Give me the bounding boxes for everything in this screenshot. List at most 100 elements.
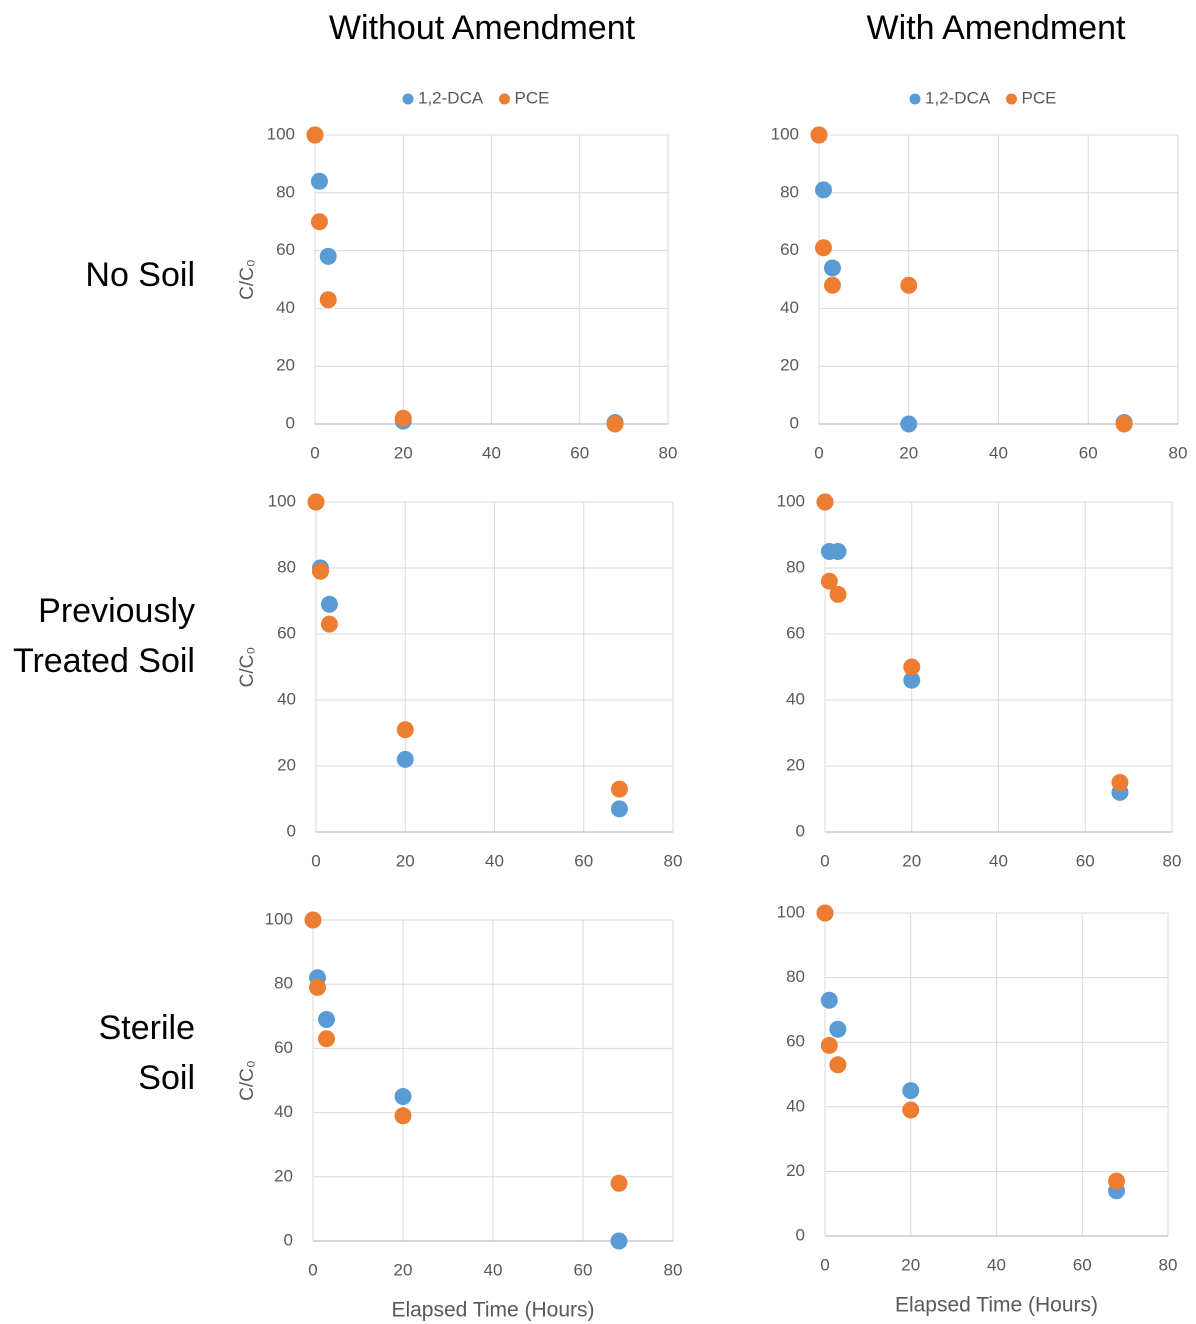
- row-label: Sterile: [99, 1009, 195, 1047]
- marker: [310, 172, 328, 190]
- x-tick-label: 40: [987, 1255, 1006, 1274]
- marker: [396, 750, 414, 768]
- y-tick-label: 0: [286, 413, 295, 432]
- y-tick-label: 100: [267, 124, 295, 143]
- row-label: Soil: [138, 1059, 195, 1097]
- marker: [900, 276, 918, 294]
- y-tick-label: 60: [274, 1038, 293, 1057]
- x-tick-label: 40: [484, 1260, 503, 1279]
- marker: [829, 543, 847, 560]
- x-axis-label: Elapsed Time (Hours): [895, 1294, 1098, 1317]
- y-tick-label: 0: [287, 821, 296, 840]
- row-label: Previously: [38, 592, 195, 630]
- legend-label: PCE: [515, 88, 550, 107]
- marker: [610, 780, 628, 798]
- x-tick-label: 80: [664, 1260, 683, 1279]
- marker: [394, 409, 412, 427]
- x-tick-label: 0: [311, 851, 320, 870]
- marker: [816, 493, 834, 511]
- y-tick-label: 20: [786, 755, 805, 774]
- marker: [814, 181, 832, 199]
- marker: [810, 126, 828, 144]
- marker: [1115, 415, 1133, 433]
- y-axis-label: C/C₀: [237, 647, 258, 688]
- marker: [394, 1107, 412, 1125]
- y-tick-label: 60: [277, 623, 296, 642]
- marker: [396, 721, 414, 739]
- marker: [310, 213, 328, 231]
- marker: [820, 1036, 838, 1054]
- marker: [829, 1020, 847, 1038]
- column-title: With Amendment: [867, 9, 1126, 47]
- marker: [307, 493, 325, 511]
- x-tick-label: 20: [901, 1255, 920, 1274]
- y-tick-label: 80: [786, 557, 805, 576]
- y-tick-label: 60: [780, 240, 799, 259]
- x-tick-label: 0: [308, 1260, 317, 1279]
- x-tick-label: 0: [310, 443, 319, 462]
- x-tick-label: 20: [394, 443, 413, 462]
- y-tick-label: 100: [771, 124, 799, 143]
- y-tick-label: 20: [780, 356, 799, 375]
- marker: [318, 1011, 335, 1029]
- y-tick-label: 40: [780, 298, 799, 317]
- marker: [814, 239, 832, 257]
- x-tick-label: 40: [485, 851, 504, 870]
- x-tick-label: 60: [574, 1260, 593, 1279]
- column-title: Without Amendment: [329, 9, 636, 47]
- marker: [816, 904, 834, 922]
- x-tick-label: 20: [394, 1260, 413, 1279]
- marker: [829, 1056, 847, 1074]
- legend-label: 1,2-DCA: [418, 88, 484, 107]
- marker: [610, 1174, 628, 1192]
- y-tick-label: 80: [780, 182, 799, 201]
- row-label: No Soil: [85, 256, 195, 294]
- y-tick-label: 100: [777, 491, 805, 510]
- y-tick-label: 80: [274, 974, 293, 993]
- legend-marker: [499, 93, 510, 105]
- marker: [610, 1232, 628, 1250]
- y-tick-label: 0: [796, 821, 805, 840]
- marker: [320, 595, 338, 613]
- y-tick-label: 20: [276, 356, 295, 375]
- y-tick-label: 0: [796, 1225, 805, 1244]
- x-tick-label: 0: [820, 851, 829, 870]
- marker: [902, 1101, 920, 1119]
- y-tick-label: 60: [786, 623, 805, 642]
- marker: [610, 800, 628, 818]
- marker: [903, 671, 921, 689]
- marker: [304, 911, 322, 929]
- y-tick-label: 100: [265, 909, 293, 928]
- legend-label: 1,2-DCA: [925, 88, 991, 107]
- marker: [820, 991, 838, 1009]
- marker: [319, 247, 337, 265]
- marker: [903, 658, 921, 676]
- row-label: Treated Soil: [13, 642, 195, 680]
- y-axis-label: C/C₀: [237, 1060, 258, 1101]
- y-tick-label: 20: [786, 1161, 805, 1180]
- y-tick-label: 80: [277, 557, 296, 576]
- y-tick-label: 40: [274, 1102, 293, 1121]
- marker: [319, 291, 337, 309]
- marker: [320, 615, 338, 633]
- x-tick-label: 0: [814, 443, 823, 462]
- y-tick-label: 20: [277, 755, 296, 774]
- legend-label: PCE: [1022, 88, 1057, 107]
- y-tick-label: 100: [777, 902, 805, 921]
- marker: [823, 259, 841, 277]
- y-tick-label: 80: [276, 182, 295, 201]
- marker: [318, 1030, 335, 1048]
- y-tick-label: 0: [790, 413, 799, 432]
- marker: [823, 276, 841, 294]
- y-tick-label: 40: [786, 689, 805, 708]
- marker: [1111, 774, 1129, 791]
- y-tick-label: 20: [274, 1166, 293, 1185]
- x-tick-label: 40: [989, 443, 1008, 462]
- marker: [900, 415, 918, 433]
- marker: [606, 415, 624, 433]
- x-tick-label: 20: [396, 851, 415, 870]
- y-tick-label: 40: [786, 1096, 805, 1115]
- y-axis-label: C/C₀: [237, 259, 258, 300]
- y-tick-label: 100: [268, 491, 296, 510]
